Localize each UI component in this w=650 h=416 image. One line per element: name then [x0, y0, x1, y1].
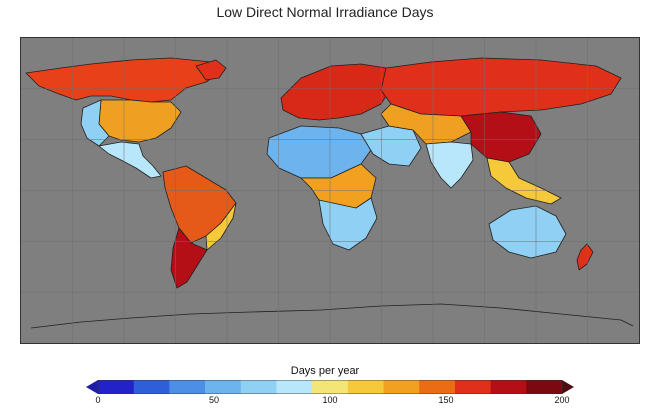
colorbar-cell: [419, 380, 456, 394]
map-canvas: [21, 38, 639, 343]
map-gridlines: [21, 38, 639, 343]
region-mexico: [98, 141, 162, 179]
colorbar-cell: [133, 380, 170, 394]
colorbar-cell: [490, 380, 527, 394]
colorbar-cell: [276, 380, 313, 394]
colorbar-cell: [383, 380, 420, 394]
colorbar-tick-label: 200: [554, 395, 570, 405]
region-south-africa: [318, 197, 378, 251]
region-patagonia: [170, 227, 208, 289]
region-australia: [488, 205, 567, 259]
colorbar-cell: [205, 380, 242, 394]
antarctica-outline: [30, 303, 634, 329]
region-china: [460, 111, 542, 163]
region-usa-west: [80, 99, 110, 147]
region-southeast-asia: [486, 157, 562, 205]
colorbar-cell: [98, 380, 135, 394]
colorbar-cell: [169, 380, 206, 394]
colorbar-cell: [454, 380, 492, 394]
colorbar-tick-label: 50: [208, 395, 220, 405]
colorbar-cell: [312, 380, 349, 394]
colorbar-cell: [347, 380, 385, 394]
colorbar: [86, 379, 574, 395]
colorbar-cells: [98, 380, 563, 394]
colorbar-tick-label: 150: [438, 395, 454, 405]
land-regions: [25, 57, 634, 329]
region-canada: [25, 57, 222, 103]
region-greenland-edge: [195, 59, 227, 81]
region-europe: [280, 63, 392, 121]
colorbar-over-arrow: [562, 380, 574, 394]
region-india: [425, 141, 474, 189]
map-title: Low Direct Normal Irradiance Days: [216, 4, 434, 20]
colorbar-cell: [526, 380, 563, 394]
colorbar-svg: [86, 379, 574, 395]
colorbar-tick-label: 100: [322, 395, 338, 405]
colorbar-tick-label: 0: [95, 395, 101, 405]
colorbar-title: Days per year: [290, 365, 360, 377]
region-new-zealand: [576, 243, 594, 271]
colorbar-under-arrow: [86, 380, 98, 394]
colorbar-cell: [240, 380, 277, 394]
world-map: [20, 37, 640, 344]
